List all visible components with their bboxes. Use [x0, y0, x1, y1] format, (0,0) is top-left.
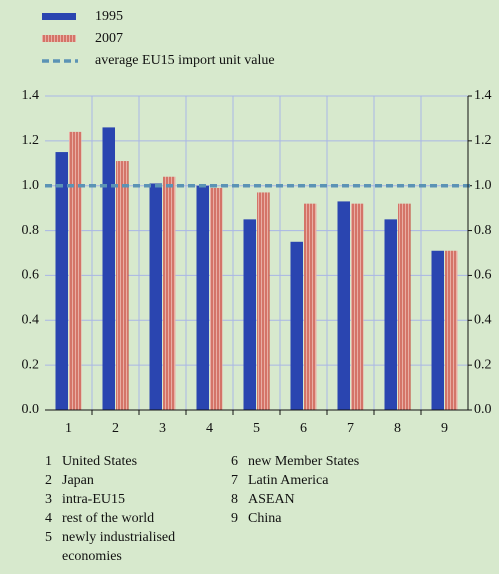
key-name: new Member States	[248, 454, 360, 469]
x-tick-label: 1	[65, 421, 72, 436]
bar	[290, 241, 303, 410]
bar	[337, 201, 350, 410]
key-number: 6	[231, 454, 238, 469]
bar	[210, 187, 223, 410]
key-number: 7	[231, 473, 238, 488]
key-name: United States	[62, 454, 138, 469]
bar	[243, 219, 256, 410]
key-number: 1	[45, 454, 52, 469]
key-name: Japan	[62, 473, 94, 488]
category-key: 7 Latin America	[231, 471, 398, 490]
legend-label: average EU15 import unit value	[95, 53, 275, 68]
category-key: 3 intra-EU15	[45, 490, 212, 509]
bar	[149, 183, 162, 410]
y-tick-label: 0.2	[22, 357, 40, 372]
bar	[102, 127, 115, 411]
bar	[116, 161, 129, 410]
key-number: 3	[45, 492, 52, 507]
bar	[55, 152, 68, 411]
y-tick-label: 0.8	[22, 223, 40, 238]
bar	[257, 192, 270, 410]
bar	[69, 131, 82, 410]
category-key: 1 United States	[45, 452, 212, 471]
key-number: 5	[45, 530, 52, 545]
bar	[304, 203, 317, 410]
category-key: 8 ASEAN	[231, 490, 398, 509]
bar	[398, 203, 411, 410]
y2-tick-label: 1.0	[474, 178, 492, 193]
key-name: China	[248, 511, 282, 526]
x-tick-label: 3	[159, 421, 166, 436]
y2-tick-label: 0.6	[474, 268, 492, 283]
key-number: 9	[231, 511, 238, 526]
y2-tick-label: 0.8	[474, 223, 492, 238]
bar	[196, 185, 209, 410]
y-tick-label: 1.4	[22, 88, 40, 103]
y2-tick-label: 0.4	[474, 313, 492, 328]
key-number: 8	[231, 492, 238, 507]
category-key: 5 newly industrialised economies	[45, 528, 212, 566]
category-key: 4 rest of the world	[45, 509, 212, 528]
y-tick-label: 1.2	[22, 133, 40, 148]
bar	[431, 250, 444, 410]
category-key: 6 new Member States	[231, 452, 398, 471]
x-tick-label: 4	[206, 421, 213, 436]
legend-label: 2007	[95, 31, 123, 46]
bar	[384, 219, 397, 410]
key-name: ASEAN	[248, 492, 295, 507]
x-tick-label: 9	[441, 421, 448, 436]
y2-tick-label: 1.2	[474, 133, 492, 148]
key-name: intra-EU15	[62, 492, 125, 507]
x-tick-label: 2	[112, 421, 119, 436]
x-tick-label: 5	[253, 421, 260, 436]
y-tick-label: 0.6	[22, 268, 40, 283]
x-tick-label: 8	[394, 421, 401, 436]
bar	[163, 176, 176, 410]
x-tick-label: 6	[300, 421, 307, 436]
key-name: Latin America	[248, 473, 329, 488]
key-number: 4	[45, 511, 52, 526]
key-name: newly industrialised economies	[62, 530, 176, 564]
y-tick-label: 0.0	[22, 402, 40, 417]
x-tick-label: 7	[347, 421, 354, 436]
y-tick-label: 0.4	[22, 313, 40, 328]
y-tick-label: 1.0	[22, 178, 40, 193]
bar	[445, 250, 458, 410]
key-number: 2	[45, 473, 52, 488]
y2-tick-label: 0.0	[474, 402, 492, 417]
legend-label: 1995	[95, 9, 123, 24]
legend-swatch	[42, 35, 76, 42]
bar	[351, 203, 364, 410]
key-name: rest of the world	[62, 511, 155, 526]
y2-tick-label: 1.4	[474, 88, 492, 103]
legend-swatch	[42, 13, 76, 20]
category-key: 2 Japan	[45, 471, 212, 490]
category-key: 9 China	[231, 509, 398, 528]
y2-tick-label: 0.2	[474, 357, 492, 372]
